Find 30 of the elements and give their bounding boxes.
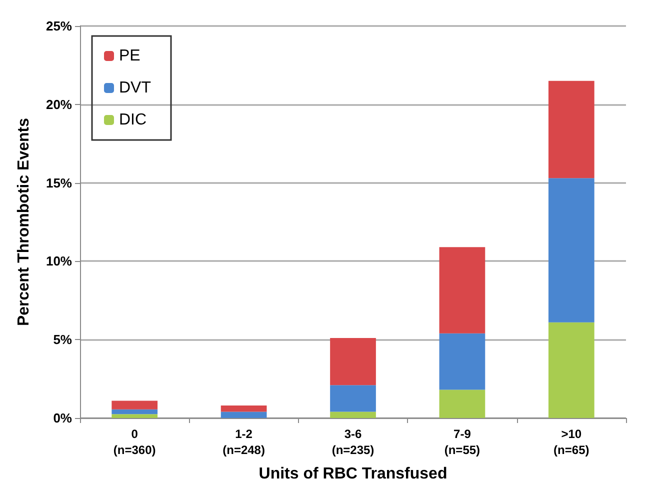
y-tick-label: 15%: [46, 175, 72, 190]
bar: [112, 414, 158, 418]
x-axis-title: Units of RBC Transfused: [258, 466, 448, 482]
bar: [330, 385, 376, 412]
y-tick-label: 10%: [46, 254, 72, 269]
y-tick-label: 5%: [53, 332, 72, 348]
y-tick-label: 0%: [53, 410, 72, 426]
x-tick-label: 1-2 (n=248): [222, 427, 265, 457]
x-tick-label: 3-6 (n=235): [332, 427, 374, 457]
bar: [439, 390, 486, 418]
bar: [112, 400, 158, 410]
bar: [220, 405, 267, 412]
bar: [439, 247, 486, 334]
bar: [330, 338, 376, 386]
bar: [220, 412, 267, 418]
y-tick-label: 20%: [46, 96, 72, 112]
bar: [548, 322, 594, 418]
bar: [112, 409, 158, 414]
legend-label: PE: [119, 48, 140, 64]
legend-label: DVT: [119, 80, 152, 96]
bar: [548, 178, 594, 322]
y-tick-label: 25%: [46, 18, 72, 34]
bar: [439, 333, 486, 390]
x-tick-label: >10 (n=65): [554, 427, 590, 457]
x-tick-label: 0 (n=360): [113, 427, 156, 457]
legend-label: DIC: [119, 112, 147, 128]
x-tick-label: 7-9 (n=55): [444, 427, 480, 457]
bar: [330, 412, 376, 418]
bar: [548, 80, 594, 178]
y-axis-title: Percent Thrombotic Events: [16, 118, 32, 326]
